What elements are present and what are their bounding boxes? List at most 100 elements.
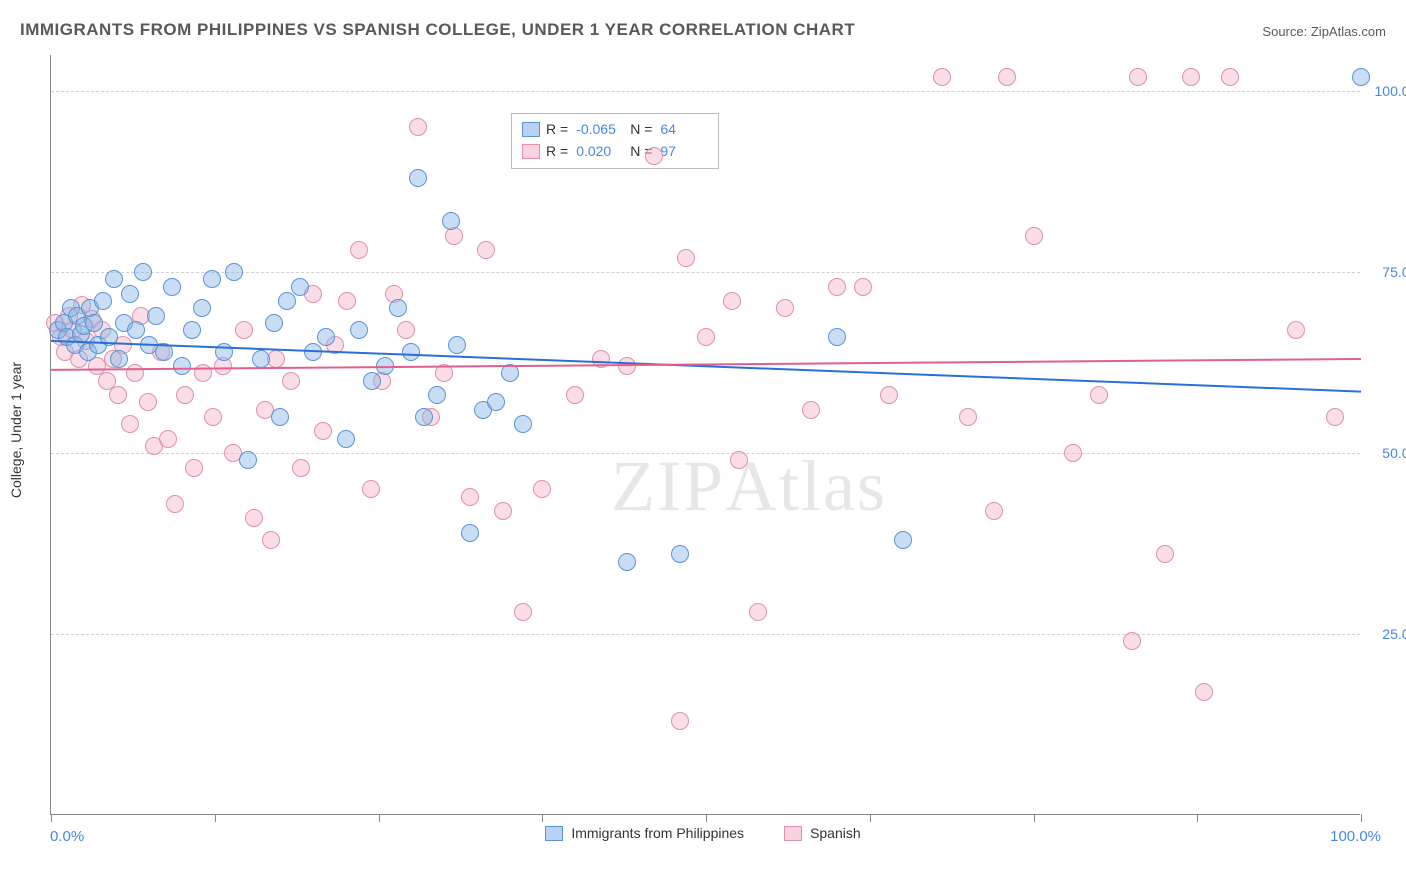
scatter-point (461, 488, 479, 506)
scatter-point (461, 524, 479, 542)
scatter-point (409, 169, 427, 187)
scatter-point (193, 299, 211, 317)
scatter-point (828, 278, 846, 296)
scatter-point (85, 314, 103, 332)
scatter-point (100, 328, 118, 346)
scatter-point (448, 336, 466, 354)
scatter-point (121, 285, 139, 303)
scatter-point (533, 480, 551, 498)
scatter-point (998, 68, 1016, 86)
scatter-point (828, 328, 846, 346)
scatter-point (139, 393, 157, 411)
scatter-point (1156, 545, 1174, 563)
r-label-pink: R = (546, 143, 568, 159)
scatter-point (697, 328, 715, 346)
y-tick-label: 50.0% (1367, 445, 1406, 461)
scatter-point (959, 408, 977, 426)
watermark-zip: ZIP (611, 446, 725, 526)
scatter-point (1090, 386, 1108, 404)
scatter-point (671, 712, 689, 730)
scatter-point (166, 495, 184, 513)
scatter-point (514, 603, 532, 621)
scatter-point (1182, 68, 1200, 86)
scatter-point (147, 307, 165, 325)
legend-label-pink: Spanish (810, 825, 861, 841)
scatter-point (723, 292, 741, 310)
scatter-point (204, 408, 222, 426)
scatter-point (126, 364, 144, 382)
scatter-point (271, 408, 289, 426)
x-tick (1197, 814, 1198, 822)
scatter-point (618, 553, 636, 571)
legend-label-blue: Immigrants from Philippines (571, 825, 744, 841)
scatter-point (487, 393, 505, 411)
swatch-blue-icon (522, 122, 540, 137)
x-tick (379, 814, 380, 822)
scatter-point (645, 147, 663, 165)
scatter-point (363, 372, 381, 390)
scatter-point (134, 263, 152, 281)
n-value-blue: 64 (660, 121, 708, 137)
scatter-point (159, 430, 177, 448)
legend-row-blue: R = -0.065 N = 64 (522, 118, 708, 140)
y-tick-label: 100.0% (1367, 83, 1406, 99)
scatter-point (442, 212, 460, 230)
scatter-point (350, 241, 368, 259)
scatter-point (566, 386, 584, 404)
scatter-point (894, 531, 912, 549)
source-name: ZipAtlas.com (1311, 24, 1386, 39)
watermark-atlas: Atlas (725, 446, 887, 526)
correlation-legend: R = -0.065 N = 64 R = 0.020 N = 97 (511, 113, 719, 169)
scatter-point (278, 292, 296, 310)
x-tick (51, 814, 52, 822)
swatch-blue-icon (545, 826, 563, 841)
source-label: Source: (1262, 24, 1307, 39)
trendlines-layer (51, 55, 1361, 815)
chart-plot-area: ZIPAtlas R = -0.065 N = 64 R = 0.020 N =… (50, 55, 1360, 815)
scatter-point (194, 364, 212, 382)
scatter-point (477, 241, 495, 259)
scatter-point (776, 299, 794, 317)
r-value-pink: 0.020 (576, 143, 624, 159)
series-legend: Immigrants from Philippines Spanish (0, 825, 1406, 841)
scatter-point (267, 350, 285, 368)
y-tick-label: 25.0% (1367, 626, 1406, 642)
scatter-point (176, 386, 194, 404)
scatter-point (215, 343, 233, 361)
scatter-point (985, 502, 1003, 520)
scatter-point (409, 118, 427, 136)
scatter-point (802, 401, 820, 419)
legend-row-pink: R = 0.020 N = 97 (522, 140, 708, 162)
scatter-point (183, 321, 201, 339)
scatter-point (677, 249, 695, 267)
scatter-point (749, 603, 767, 621)
y-axis-title: College, Under 1 year (8, 362, 24, 498)
source-attribution: Source: ZipAtlas.com (1262, 24, 1386, 39)
n-value-pink: 97 (660, 143, 708, 159)
scatter-point (592, 350, 610, 368)
x-tick (1361, 814, 1362, 822)
scatter-point (1221, 68, 1239, 86)
scatter-point (265, 314, 283, 332)
x-tick (215, 814, 216, 822)
scatter-point (1326, 408, 1344, 426)
x-tick (706, 814, 707, 822)
scatter-point (501, 364, 519, 382)
scatter-point (155, 343, 173, 361)
scatter-point (933, 68, 951, 86)
legend-item-pink: Spanish (784, 825, 861, 841)
scatter-point (185, 459, 203, 477)
scatter-point (291, 278, 309, 296)
scatter-point (350, 321, 368, 339)
scatter-point (730, 451, 748, 469)
scatter-point (1025, 227, 1043, 245)
chart-title: IMMIGRANTS FROM PHILIPPINES VS SPANISH C… (20, 20, 855, 40)
scatter-point (163, 278, 181, 296)
x-tick (542, 814, 543, 822)
trend-line (51, 359, 1361, 370)
trend-line (51, 341, 1361, 392)
scatter-point (262, 531, 280, 549)
scatter-point (494, 502, 512, 520)
scatter-point (415, 408, 433, 426)
gridline (51, 634, 1360, 635)
